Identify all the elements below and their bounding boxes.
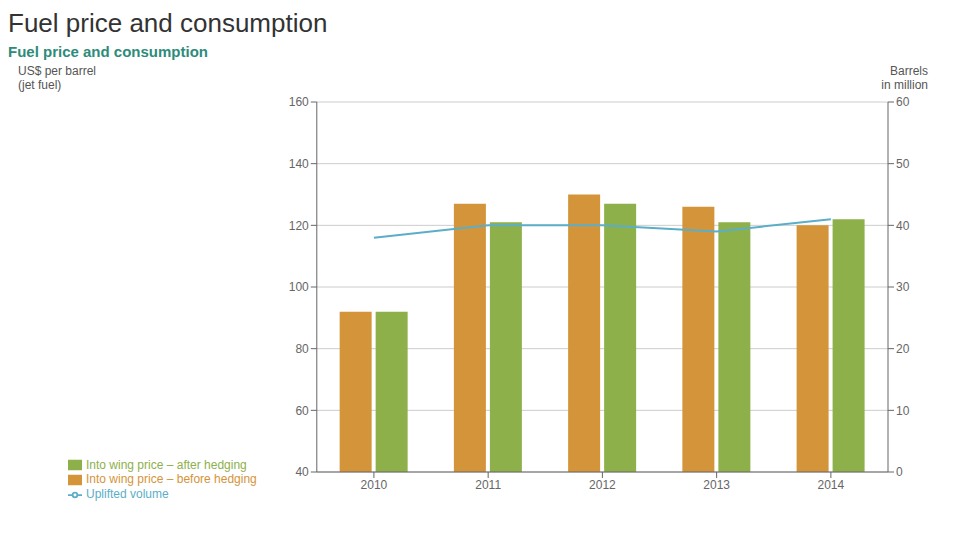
svg-text:2010: 2010 [361,478,388,492]
html-text:Into wing price – before hedgi: Into wing price – before hedging [86,472,257,487]
html-text:US$ per barrel: US$ per barrel [18,64,96,78]
svg-text:60: 60 [295,404,309,418]
svg-text:30: 30 [896,280,910,294]
html-text:Into wing price – after hedgin: Into wing price – after hedging [86,457,247,472]
svg-text:80: 80 [295,342,309,356]
html-text:Barrels: Barrels [890,64,928,78]
svg-text:100: 100 [289,280,309,294]
svg-text:60: 60 [896,95,910,109]
svg-text:2013: 2013 [703,478,730,492]
svg-text:40: 40 [295,465,309,479]
svg-text:2014: 2014 [818,478,845,492]
svg-text:140: 140 [289,157,309,171]
svg-text:120: 120 [289,219,309,233]
svg-text:0: 0 [896,465,903,479]
svg-text:2011: 2011 [475,478,501,492]
html-text:(jet fuel): (jet fuel) [18,78,62,92]
svg-text:10: 10 [896,404,910,418]
svg-text:2012: 2012 [589,478,616,492]
svg-text:160: 160 [289,95,309,109]
svg-text:40: 40 [896,219,910,233]
html-text:Uplifted volume: Uplifted volume [86,487,169,502]
html-text:Fuel price and consumption: Fuel price and consumption [8,8,328,38]
html-text:Fuel price and consumption: Fuel price and consumption [8,43,208,60]
svg-text:20: 20 [896,342,910,356]
svg-text:50: 50 [896,157,910,171]
html-text:in million: in million [881,78,928,92]
